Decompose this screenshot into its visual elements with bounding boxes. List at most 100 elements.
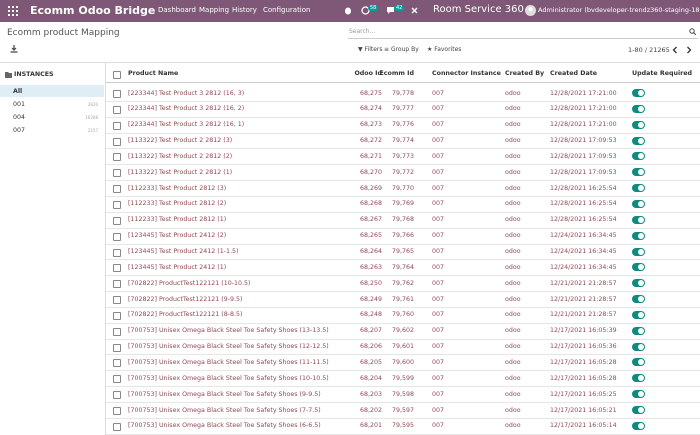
table-cell[interactable]: odoo bbox=[505, 248, 521, 255]
update-required-toggle[interactable] bbox=[632, 358, 645, 367]
table-cell[interactable]: [223344] Test Product 3 2812 (16, 1) bbox=[128, 121, 245, 129]
table-cell[interactable]: 007 bbox=[432, 248, 445, 255]
update-required-toggle[interactable] bbox=[632, 231, 645, 240]
update-required-toggle[interactable] bbox=[632, 326, 645, 335]
table-cell[interactable]: 12/28/2021 16:25:54 bbox=[550, 184, 617, 192]
avatar[interactable] bbox=[525, 5, 536, 16]
pager[interactable]: 1-80 / 21265 bbox=[628, 46, 670, 54]
table-cell[interactable]: 007 bbox=[432, 216, 445, 224]
column-header[interactable]: Connector Instance bbox=[432, 70, 501, 77]
table-cell[interactable]: 79,777 bbox=[391, 105, 414, 113]
table-cell[interactable]: 79,595 bbox=[391, 422, 414, 430]
row-checkbox[interactable] bbox=[113, 280, 121, 289]
update-required-toggle[interactable] bbox=[632, 406, 645, 414]
table-cell[interactable]: 68,271 bbox=[359, 152, 382, 160]
table-cell[interactable]: 79,602 bbox=[391, 327, 414, 335]
update-required-toggle[interactable] bbox=[632, 199, 645, 208]
table-cell[interactable]: 12/17/2021 16:05:28 bbox=[550, 374, 617, 382]
table-cell[interactable]: 007 bbox=[432, 89, 445, 97]
table-cell[interactable]: 12/28/2021 17:09:53 bbox=[550, 152, 617, 160]
table-cell[interactable]: 79,599 bbox=[391, 374, 414, 382]
table-cell[interactable]: [123445] Test Product 2412 (1) bbox=[128, 263, 227, 271]
table-cell[interactable]: [223344] Test Product 3 2812 (16, 2) bbox=[128, 105, 245, 113]
table-cell[interactable]: [702822] ProductTest122121 (8-8.5) bbox=[128, 311, 243, 319]
row-checkbox[interactable] bbox=[113, 248, 121, 257]
table-cell[interactable]: 68,272 bbox=[359, 137, 382, 145]
table-cell[interactable]: odoo bbox=[505, 422, 521, 430]
table-cell[interactable]: [223344] Test Product 3 2812 (16, 3) bbox=[128, 89, 245, 97]
row-checkbox[interactable] bbox=[113, 375, 121, 384]
table-cell[interactable]: odoo bbox=[505, 263, 521, 271]
table-cell[interactable]: 12/21/2021 21:28:57 bbox=[550, 311, 617, 319]
table-cell[interactable]: 12/21/2021 21:28:57 bbox=[550, 279, 617, 287]
row-checkbox[interactable] bbox=[113, 137, 121, 146]
table-cell[interactable]: 68,248 bbox=[359, 311, 382, 319]
row-checkbox[interactable] bbox=[113, 311, 121, 320]
table-cell[interactable]: 12/17/2021 16:05:25 bbox=[550, 390, 617, 398]
filters-button[interactable]: ▼ Filters bbox=[358, 46, 383, 53]
chat-icon[interactable] bbox=[386, 6, 395, 15]
table-cell[interactable]: 12/17/2021 16:05:14 bbox=[550, 422, 617, 430]
table-cell[interactable]: 007 bbox=[432, 168, 445, 176]
table-cell[interactable]: odoo bbox=[505, 200, 521, 208]
debug-icon[interactable] bbox=[344, 6, 352, 15]
column-header[interactable]: Created By bbox=[505, 70, 545, 77]
table-cell[interactable]: [702822] ProductTest122121 (9-9.5) bbox=[128, 295, 243, 303]
table-cell[interactable]: 68,263 bbox=[359, 263, 382, 271]
table-cell[interactable]: 79,601 bbox=[391, 343, 414, 351]
table-cell[interactable]: odoo bbox=[505, 168, 521, 176]
table-cell[interactable]: 007 bbox=[432, 152, 445, 160]
search-icon[interactable] bbox=[689, 28, 696, 35]
row-checkbox[interactable] bbox=[113, 169, 121, 178]
table-cell[interactable]: 007 bbox=[432, 121, 445, 129]
table-cell[interactable]: 68,203 bbox=[359, 390, 382, 398]
table-cell[interactable]: 68,206 bbox=[359, 343, 382, 351]
update-required-toggle[interactable] bbox=[632, 136, 645, 145]
table-cell[interactable]: 007 bbox=[432, 311, 445, 319]
table-cell[interactable]: 007 bbox=[432, 327, 445, 335]
update-required-toggle[interactable] bbox=[632, 295, 645, 304]
table-cell[interactable]: odoo bbox=[505, 343, 521, 351]
menu-item[interactable]: Dashboard bbox=[158, 6, 196, 14]
update-required-toggle[interactable] bbox=[632, 263, 645, 272]
table-cell[interactable]: 79,773 bbox=[391, 152, 414, 160]
table-cell[interactable]: odoo bbox=[505, 89, 521, 97]
table-cell[interactable]: 79,598 bbox=[391, 390, 414, 398]
table-cell[interactable]: 007 bbox=[432, 279, 445, 287]
update-required-toggle[interactable] bbox=[632, 152, 645, 161]
table-cell[interactable]: [113322] Test Product 2 2812 (1) bbox=[128, 168, 233, 176]
table-cell[interactable]: 68,273 bbox=[359, 121, 382, 129]
table-cell[interactable]: 79,766 bbox=[391, 232, 414, 240]
table-cell[interactable]: odoo bbox=[505, 232, 521, 240]
row-checkbox[interactable] bbox=[113, 422, 121, 431]
sidebar-item[interactable]: 007 2157 bbox=[0, 124, 104, 136]
table-cell[interactable]: 68,264 bbox=[359, 248, 382, 255]
favorites-button[interactable]: ★ Favorites bbox=[427, 46, 462, 53]
table-cell[interactable]: 12/17/2021 16:05:28 bbox=[550, 358, 617, 366]
table-cell[interactable]: [700753] Unisex Omega Black Steel Toe Sa… bbox=[128, 358, 329, 366]
row-checkbox[interactable] bbox=[113, 359, 121, 368]
table-cell[interactable]: 12/17/2021 16:05:39 bbox=[550, 327, 617, 335]
table-cell[interactable]: [700753] Unisex Omega Black Steel Toe Sa… bbox=[128, 343, 329, 351]
update-required-toggle[interactable] bbox=[632, 104, 645, 113]
row-checkbox[interactable] bbox=[113, 185, 121, 194]
table-cell[interactable]: 12/24/2021 16:34:45 bbox=[550, 263, 617, 271]
group-by-button[interactable]: ≡ Group By bbox=[384, 46, 419, 53]
table-cell[interactable]: 007 bbox=[432, 374, 445, 382]
close-icon[interactable] bbox=[411, 7, 418, 14]
apps-icon[interactable] bbox=[8, 6, 18, 16]
row-checkbox[interactable] bbox=[113, 90, 121, 98]
table-cell[interactable]: odoo bbox=[505, 311, 521, 319]
table-cell[interactable]: odoo bbox=[505, 327, 521, 335]
table-cell[interactable]: odoo bbox=[505, 358, 521, 366]
table-cell[interactable]: 68,201 bbox=[359, 422, 382, 430]
sidebar-item[interactable]: 001 2820 bbox=[0, 98, 104, 110]
table-cell[interactable]: 79,600 bbox=[391, 358, 414, 366]
table-cell[interactable]: 68,207 bbox=[359, 327, 382, 335]
table-cell[interactable]: 007 bbox=[432, 184, 445, 192]
table-cell[interactable]: 12/28/2021 16:25:54 bbox=[550, 216, 617, 224]
update-required-toggle[interactable] bbox=[632, 247, 645, 256]
sidebar-item[interactable]: All bbox=[0, 85, 104, 97]
table-cell[interactable]: 68,267 bbox=[359, 216, 382, 224]
table-cell[interactable]: 12/28/2021 16:25:54 bbox=[550, 200, 617, 208]
